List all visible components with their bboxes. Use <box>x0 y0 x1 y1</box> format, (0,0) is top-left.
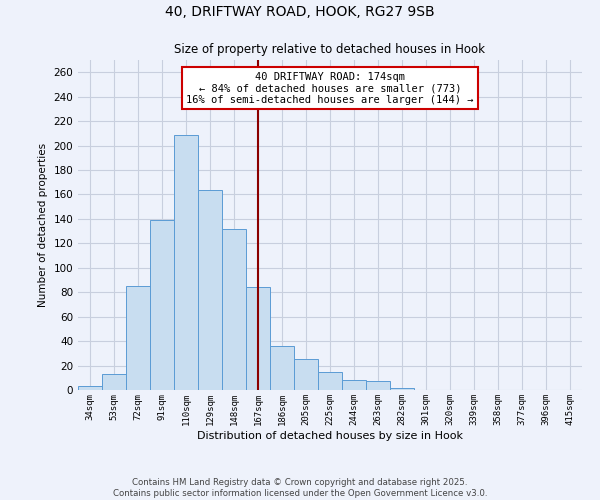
Text: 40 DRIFTWAY ROAD: 174sqm
← 84% of detached houses are smaller (773)
16% of semi-: 40 DRIFTWAY ROAD: 174sqm ← 84% of detach… <box>186 72 474 105</box>
Y-axis label: Number of detached properties: Number of detached properties <box>38 143 48 307</box>
Bar <box>294 360 318 390</box>
Bar <box>174 134 198 390</box>
Bar <box>342 380 366 390</box>
X-axis label: Distribution of detached houses by size in Hook: Distribution of detached houses by size … <box>197 430 463 440</box>
Text: Contains HM Land Registry data © Crown copyright and database right 2025.
Contai: Contains HM Land Registry data © Crown c… <box>113 478 487 498</box>
Bar <box>78 386 102 390</box>
Bar <box>366 382 390 390</box>
Bar <box>318 372 342 390</box>
Bar <box>246 288 270 390</box>
Bar <box>390 388 414 390</box>
Bar <box>222 228 246 390</box>
Bar <box>270 346 294 390</box>
Bar <box>198 190 222 390</box>
Text: 40, DRIFTWAY ROAD, HOOK, RG27 9SB: 40, DRIFTWAY ROAD, HOOK, RG27 9SB <box>165 5 435 19</box>
Bar <box>102 374 126 390</box>
Bar <box>150 220 174 390</box>
Bar <box>126 286 150 390</box>
Title: Size of property relative to detached houses in Hook: Size of property relative to detached ho… <box>175 43 485 56</box>
